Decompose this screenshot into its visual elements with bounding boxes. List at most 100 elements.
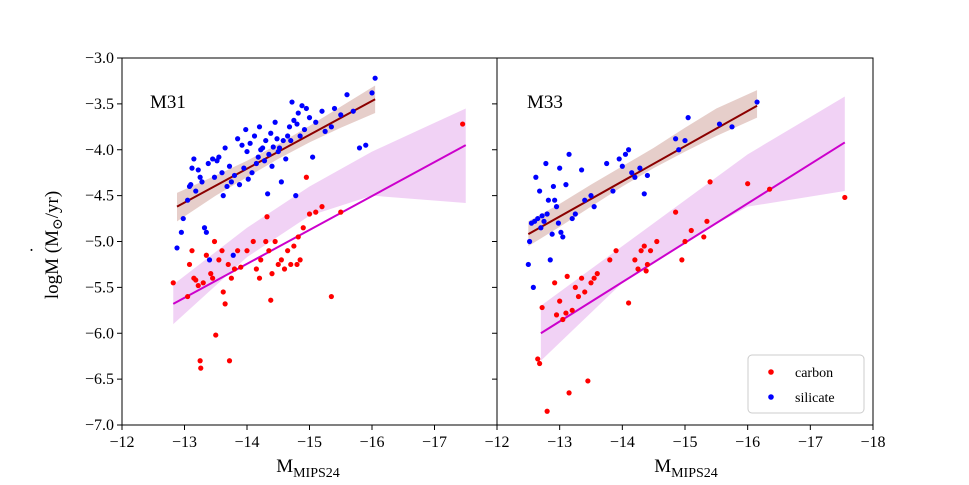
m33-silicate-point xyxy=(641,191,647,197)
m31-silicate-point xyxy=(274,136,280,142)
m33-silicate-point xyxy=(525,261,531,268)
m31-y-tick-label: −4.5 xyxy=(85,188,114,205)
m31-silicate-point xyxy=(185,197,191,203)
m31-silicate-point xyxy=(188,182,194,188)
m31-y-tick-label: −6.5 xyxy=(85,371,114,388)
ylabel-unit: /yr) xyxy=(42,191,63,218)
m31-y-tick-label: −7.0 xyxy=(85,417,114,434)
legend-silicate-label: silicate xyxy=(795,391,835,406)
m31-silicate-point xyxy=(285,133,291,139)
ylabel-rest: (M xyxy=(42,230,63,258)
m31-carbon-point xyxy=(197,358,203,364)
m31-carbon-point xyxy=(268,297,274,303)
m31-carbon-point xyxy=(297,257,303,263)
m31-silicate-point xyxy=(280,137,286,144)
m33-silicate-point xyxy=(547,257,553,263)
m31-silicate-point xyxy=(265,191,271,197)
m31-silicate-point xyxy=(228,179,234,185)
m31-carbon-point xyxy=(244,248,250,254)
m33-x-tick-label: −18 xyxy=(860,434,885,451)
m33-carbon-point xyxy=(582,289,588,295)
m33-silicate-point xyxy=(558,229,564,235)
m33-carbon-point xyxy=(566,390,572,396)
m33-silicate-point xyxy=(533,174,539,180)
panel-m31: −12 −13 −14 −15 −16 −17 −7.0 −6.5 −6.0 −5.5 −5.0 −4… xyxy=(85,50,498,481)
m31-silicate-point xyxy=(253,160,259,167)
m33-silicate-point xyxy=(541,218,547,224)
m33-carbon-point xyxy=(552,280,558,286)
m31-silicate-point xyxy=(369,90,375,96)
m33-carbon-point xyxy=(569,307,575,313)
m33-carbon-fit-line xyxy=(540,141,846,335)
m33-carbon-point xyxy=(682,238,688,245)
m31-silicate-point xyxy=(243,126,249,133)
m31-silicate-point xyxy=(263,137,269,144)
m31-carbon-point xyxy=(228,275,234,281)
m31-x-axis-label: MMIPS24 xyxy=(276,456,340,481)
m33-silicate-point xyxy=(526,238,533,245)
m33-silicate-point xyxy=(552,197,558,203)
m31-carbon-point xyxy=(300,225,306,231)
m33-carbon-point xyxy=(745,181,751,187)
m31-silicate-point xyxy=(272,119,278,125)
m31-silicate-point xyxy=(255,154,261,160)
m31-silicate-point xyxy=(328,124,334,130)
m31-silicate-point xyxy=(195,167,201,173)
m31-carbon-point xyxy=(263,238,269,245)
m31-x-tick-label: −12 xyxy=(109,434,134,451)
m33-silicate-point xyxy=(543,160,549,167)
m31-panel-title: M31 xyxy=(150,92,186,113)
m31-carbon-point xyxy=(303,174,309,180)
m33-carbon-point xyxy=(575,293,582,300)
m31-carbon-point xyxy=(266,248,272,254)
m33-silicate-point xyxy=(622,151,629,157)
m31-silicate-point xyxy=(230,252,236,258)
m31-silicate-point xyxy=(211,174,218,180)
m33-carbon-point xyxy=(632,257,638,263)
m31-silicate-point xyxy=(224,183,230,190)
m33-silicate-point xyxy=(685,115,691,121)
m31-x-tick-label: −15 xyxy=(297,434,322,451)
m31-silicate-point xyxy=(191,156,197,162)
m33-silicate-point xyxy=(535,215,541,222)
m33-silicate-point xyxy=(637,165,643,171)
m31-carbon-point xyxy=(275,261,281,268)
m31-silicate-point xyxy=(303,105,309,112)
m31-carbon-fit-line xyxy=(172,144,467,305)
m31-silicate-point xyxy=(313,119,319,125)
m33-silicate-point xyxy=(673,136,679,142)
m33-silicate-point xyxy=(632,174,638,180)
m31-silicate-point xyxy=(261,158,268,164)
m31-carbon-point xyxy=(258,257,264,263)
m33-carbon-point xyxy=(544,408,550,414)
m33-carbon-point xyxy=(613,248,619,254)
m33-silicate-point xyxy=(569,215,575,222)
m33-carbon-point xyxy=(607,257,613,263)
m31-silicate-point xyxy=(372,75,378,81)
m33-silicate-point xyxy=(563,182,569,188)
m31-carbon-point xyxy=(328,293,334,300)
m31-silicate-point xyxy=(356,145,363,151)
m31-silicate-point xyxy=(319,108,325,114)
m33-x-tick-label: −14 xyxy=(610,434,635,451)
m33-silicate-point xyxy=(549,231,555,237)
m31-silicate-point xyxy=(235,136,241,142)
m31-silicate-point xyxy=(276,145,283,151)
m31-carbon-point xyxy=(219,248,225,254)
m31-carbon-point xyxy=(220,289,226,295)
m31-carbon-point xyxy=(195,282,201,289)
m33-carbon-point xyxy=(707,179,713,185)
m33-silicate-point xyxy=(560,234,566,240)
m33-x-axis-label: MMIPS24 xyxy=(654,456,718,481)
m31-y-tick-label: −6.0 xyxy=(85,325,114,342)
m33-carbon-point xyxy=(563,310,569,316)
m31-y-tick-label: −3.5 xyxy=(85,96,114,113)
m33-silicate-point xyxy=(676,147,682,153)
m31-silicate-point xyxy=(322,128,328,134)
m31-carbon-point xyxy=(338,209,344,215)
m31-silicate-point xyxy=(286,124,293,130)
legend-carbon-marker xyxy=(768,369,774,375)
m31-carbon-point xyxy=(186,261,193,268)
m31-silicate-point xyxy=(205,160,211,167)
m33-silicate-point xyxy=(555,220,562,226)
